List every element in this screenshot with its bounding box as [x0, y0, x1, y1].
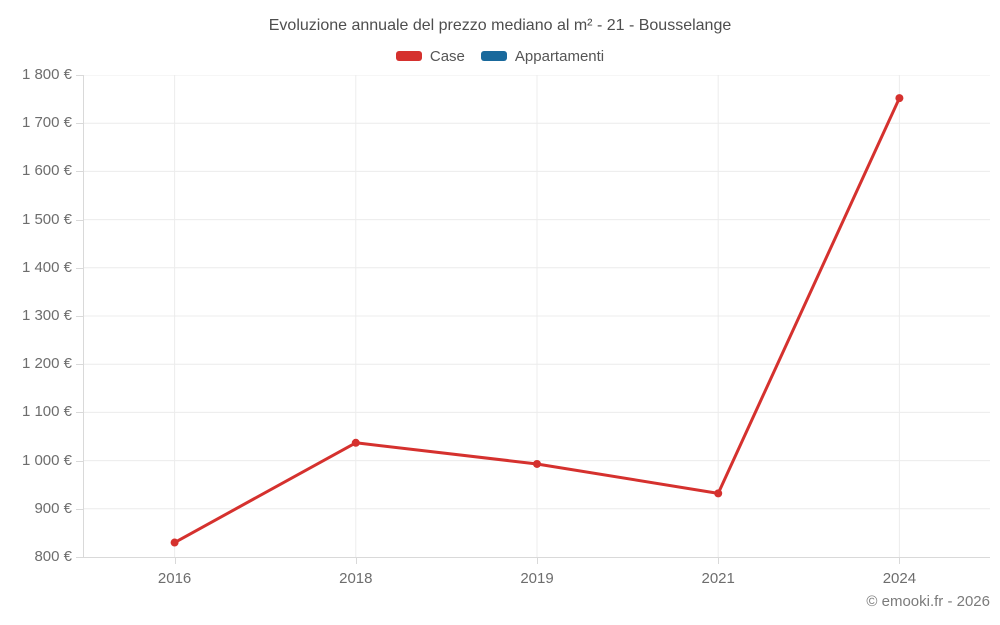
y-axis-tick [76, 460, 84, 462]
legend-swatch-case [395, 51, 422, 61]
x-axis-label: 2018 [339, 570, 373, 587]
data-point-case-2024[interactable] [895, 94, 904, 103]
y-axis-label: 1 600 € [21, 162, 72, 180]
data-point-case-2019[interactable] [533, 459, 541, 468]
chart-legend: Case Appartamenti [0, 47, 1000, 65]
chart-title: Evoluzione annuale del prezzo mediano al… [268, 17, 732, 34]
y-axis-label: 1 400 € [21, 258, 72, 276]
legend-label: Case [429, 47, 465, 65]
x-axis-tick [718, 557, 720, 564]
data-point-case-2018[interactable] [351, 438, 360, 447]
y-axis-label: 1 200 € [21, 355, 72, 373]
legend-item-case[interactable]: Case [395, 47, 465, 65]
y-axis-tick [76, 508, 84, 510]
x-axis-tick [174, 557, 176, 564]
y-axis-tick [76, 171, 84, 173]
y-axis-label: 1 800 € [21, 66, 72, 83]
x-axis-tick [537, 557, 538, 564]
x-axis-tick [899, 557, 901, 564]
x-axis-label: 2021 [701, 570, 735, 587]
footer-credit: © emooki.fr - 2026 [866, 593, 990, 610]
data-point-case-2016[interactable] [170, 538, 179, 547]
x-axis-tick [355, 557, 357, 564]
y-axis-tick [76, 557, 84, 558]
y-axis-label: 1 500 € [21, 210, 72, 228]
y-axis-tick [76, 364, 84, 366]
plot-area [83, 75, 990, 558]
y-axis-label: 800 € [34, 548, 72, 565]
y-axis-tick [76, 267, 84, 269]
legend-swatch-appartamenti [480, 51, 507, 61]
line-chart-svg [84, 75, 990, 557]
y-axis-tick [76, 123, 84, 125]
y-axis-label: 900 € [34, 499, 72, 517]
data-point-case-2021[interactable] [714, 489, 723, 498]
y-axis-label: 1 300 € [21, 307, 72, 324]
y-axis-tick [76, 219, 84, 221]
y-axis-label: 1 100 € [21, 403, 72, 421]
x-axis-label: 2024 [882, 570, 917, 587]
y-axis-tick [76, 75, 84, 76]
x-axis-label: 2019 [520, 570, 554, 587]
y-axis-tick [76, 412, 84, 414]
legend-label: Appartamenti [514, 47, 605, 65]
y-axis-label: 1 700 € [21, 114, 72, 132]
y-axis-label: 1 000 € [21, 451, 72, 469]
legend-item-appartamenti[interactable]: Appartamenti [480, 47, 605, 65]
y-axis-tick [76, 316, 84, 317]
x-axis-label: 2016 [157, 570, 192, 587]
